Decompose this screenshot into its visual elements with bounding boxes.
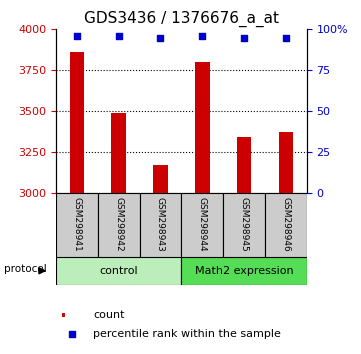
Point [199,33,205,39]
Text: GSM298942: GSM298942 [114,198,123,252]
Point [69,331,75,337]
Point [116,33,122,39]
Text: percentile rank within the sample: percentile rank within the sample [93,329,281,339]
Bar [56,257,181,285]
Text: GSM298943: GSM298943 [156,198,165,252]
Bar [181,257,307,285]
Bar [195,62,210,193]
Text: count: count [93,310,125,320]
Bar [56,193,98,257]
Bar [265,193,307,257]
Bar [223,193,265,257]
Text: protocol: protocol [4,264,47,274]
Bar [140,193,181,257]
Text: GSM298941: GSM298941 [72,198,81,252]
Text: GSM298944: GSM298944 [198,198,207,252]
Bar [70,52,84,193]
Bar [181,193,223,257]
Point [283,35,289,40]
Point [74,33,80,39]
Bar [111,113,126,193]
Title: GDS3436 / 1376676_a_at: GDS3436 / 1376676_a_at [84,10,279,27]
Point [241,35,247,40]
Bar [98,193,140,257]
Point [158,35,164,40]
Text: Math2 expression: Math2 expression [195,266,293,276]
Bar [62,313,65,317]
Text: GSM298945: GSM298945 [240,198,249,252]
Text: GSM298946: GSM298946 [282,198,291,252]
Text: control: control [99,266,138,276]
Bar [237,137,252,193]
Bar [153,165,168,193]
Bar [279,132,293,193]
